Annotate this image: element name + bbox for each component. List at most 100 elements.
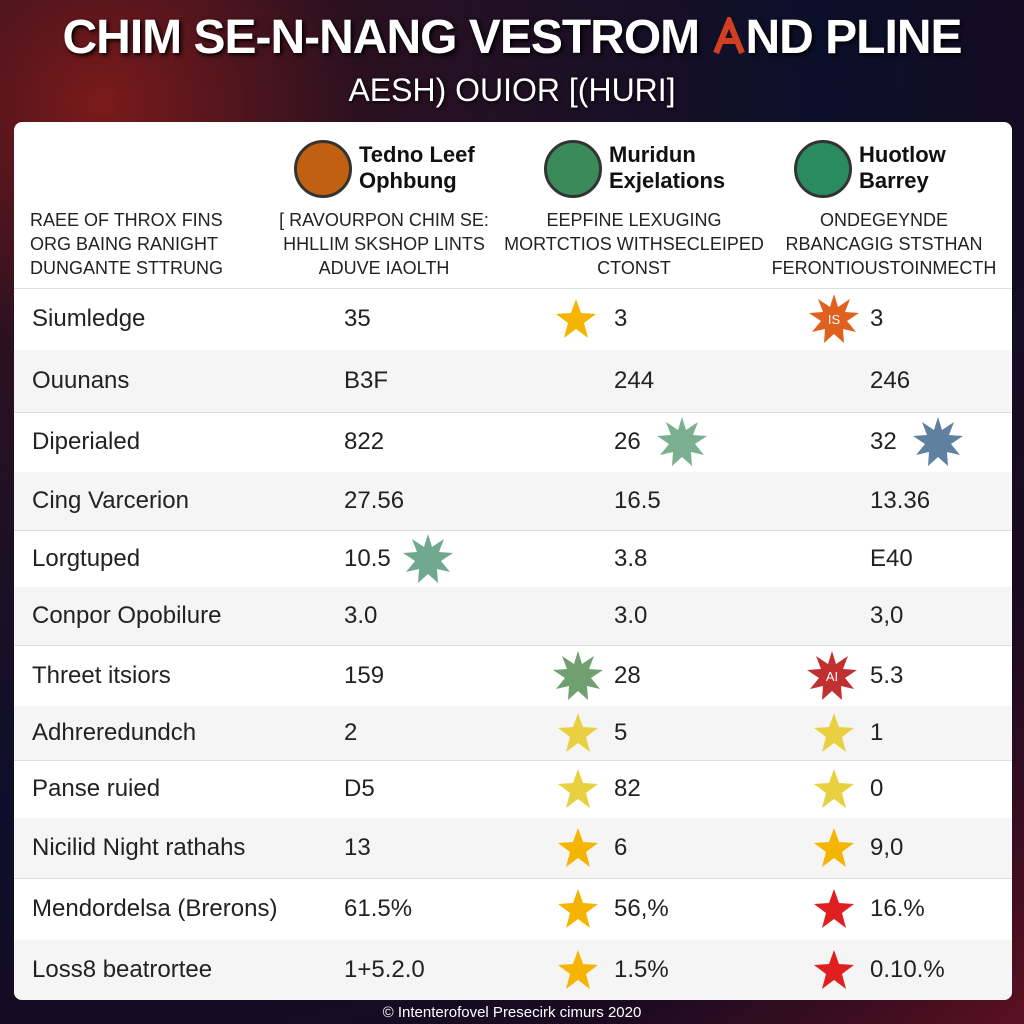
title-icon [712, 13, 745, 55]
row-label: Threet itsiors [32, 661, 171, 689]
cell-value: 28 [614, 661, 641, 689]
row-label: Ouunans [32, 367, 130, 394]
row-label: Cing Varcerion [32, 487, 189, 514]
cell-value: 32 [870, 428, 897, 455]
cell-value: 35 [344, 305, 371, 332]
cell-value: 3.0 [614, 602, 648, 629]
cell-value: 16.% [870, 895, 925, 922]
column-name: Exjelations [609, 168, 726, 193]
row-header-text: DUNGANTE STTRUNG [30, 258, 223, 278]
column-description: ADUVE IAOLTH [318, 258, 450, 278]
cell-icon [556, 826, 600, 875]
row-label: Mendordelsa (Brerons) [32, 895, 278, 922]
cell-value: 2 [344, 719, 358, 746]
column-name: Tedno Leef [359, 142, 475, 167]
cell-icon [554, 297, 598, 346]
column-description: ONDEGEYNDE [819, 210, 949, 230]
cell-value: 1.5% [614, 956, 669, 983]
cell-value: 3.8 [614, 544, 648, 572]
row-header-text: ORG BAING RANIGHT [30, 234, 219, 254]
cell-icon: IS [808, 293, 860, 350]
column-description: CTONST [597, 258, 671, 278]
column-description: [ RAVOURPON CHIM SE: [279, 210, 489, 230]
column-name: Ophbung [359, 168, 457, 193]
row-label: Lorgtuped [32, 544, 141, 572]
cell-value: 1 [870, 719, 884, 746]
cell-value: 244 [614, 367, 655, 394]
cell-icon [552, 650, 604, 707]
cell-icon [812, 711, 856, 760]
cell-value: B3F [344, 367, 389, 394]
cell-value: 822 [344, 428, 385, 455]
cell-value: 82 [614, 775, 641, 802]
header-line [14, 288, 1012, 289]
cell-value: 13.36 [870, 487, 931, 514]
column-name: Huotlow [859, 142, 946, 167]
cell-value: 3.0 [344, 602, 378, 629]
row-label: Loss8 beatrortee [32, 956, 213, 983]
row-label: Siumledge [32, 305, 146, 332]
cell-value: 246 [870, 367, 911, 394]
cell-value: E40 [870, 544, 913, 572]
svg-text:IS: IS [828, 312, 841, 327]
cell-value: 27.56 [344, 487, 405, 514]
column-icon [294, 140, 352, 198]
cell-value: 159 [344, 661, 385, 689]
row-line [14, 412, 1012, 413]
cell-icon [812, 826, 856, 875]
row-label: Panse ruied [32, 775, 161, 802]
cell-icon [812, 767, 856, 816]
cell-icon [812, 948, 856, 997]
cell-value: 16.5 [614, 487, 661, 514]
cell-value: 61.5% [344, 895, 413, 922]
cell-icon [556, 767, 600, 816]
cell-value: 0 [870, 775, 884, 802]
cell-value: 6 [614, 834, 628, 861]
column-description: MORTCTIOS WITHSECLEIPED [504, 234, 764, 254]
cell-value: 3 [614, 305, 628, 332]
cell-value: 3,0 [870, 602, 904, 629]
row-label: Adhreredundch [32, 719, 197, 746]
row-label: Diperialed [32, 428, 141, 455]
cell-icon [556, 711, 600, 760]
cell-value: 1+5.2.0 [344, 956, 425, 983]
row-band [14, 472, 1012, 530]
column-description: EEPFINE LEXUGING [546, 210, 722, 230]
cell-value: 13 [344, 834, 371, 861]
cell-value: 5 [614, 719, 628, 746]
column-description: FERONTIOUSTOINMECTH [771, 258, 997, 278]
cell-icon [556, 887, 600, 936]
row-label: Conpor Opobilure [32, 602, 222, 629]
column-name: Barrey [859, 168, 929, 193]
column-icon [544, 140, 602, 198]
cell-icon [912, 416, 964, 473]
cell-value: 26 [614, 428, 641, 455]
cell-value: 56,% [614, 895, 669, 922]
subtitle: AESH) OUIOR [(HURI] [348, 72, 676, 108]
cell-value: 10.5 [344, 544, 391, 572]
title: CHIM SE-N-NANG VESTROM ND PLINE [62, 11, 962, 64]
cell-value: D5 [344, 775, 375, 802]
cell-icon [656, 416, 708, 473]
row-line [14, 760, 1012, 761]
row-line [14, 878, 1012, 879]
svg-text:AI: AI [826, 669, 838, 684]
column-description: RBANCAGIG STSTHAN [785, 234, 983, 254]
column-name: Muridun [609, 142, 696, 167]
row-line [14, 645, 1012, 646]
footer: © Intenterofovel Presecirk cimurs 2020 [382, 1004, 642, 1021]
row-line [14, 530, 1012, 531]
cell-icon: AI [806, 650, 858, 707]
column-description: HHLLIM SKSHOP LINTS [283, 234, 485, 254]
cell-icon [556, 948, 600, 997]
row-header-text: RAEE OF THROX FINS [30, 210, 223, 230]
cell-value: 3 [870, 305, 884, 332]
cell-value: 0.10.% [870, 956, 945, 983]
cell-value: 5.3 [870, 661, 904, 689]
cell-icon [812, 887, 856, 936]
row-band [14, 587, 1012, 645]
row-label: Nicilid Night rathahs [32, 834, 246, 861]
column-icon [794, 140, 852, 198]
cell-value: 9,0 [870, 834, 904, 861]
